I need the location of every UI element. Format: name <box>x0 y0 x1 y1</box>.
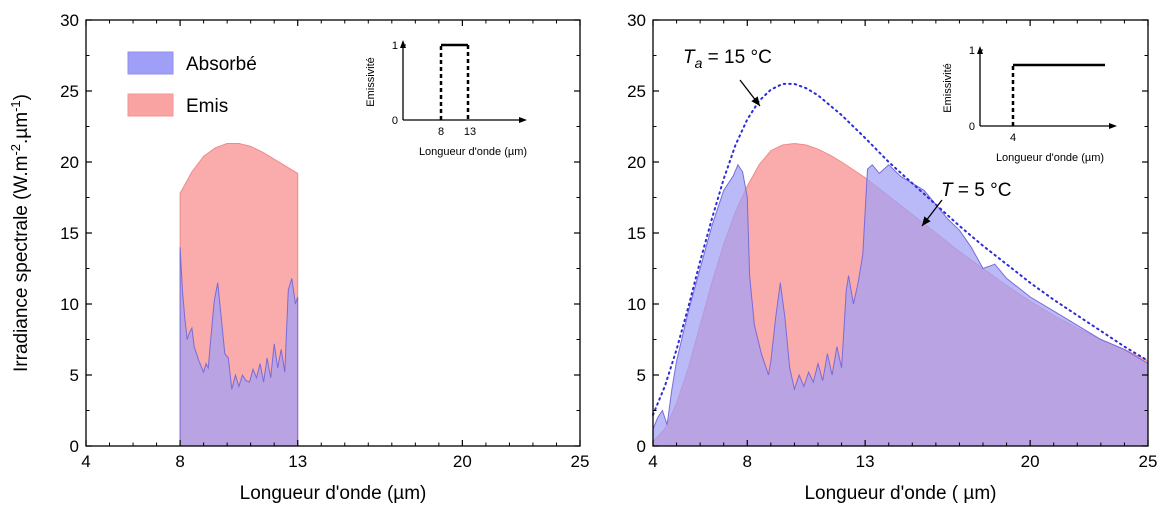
y-tick-label: 25 <box>627 82 646 101</box>
y-tick-label: 20 <box>60 153 79 172</box>
inset-x-tick-label: 4 <box>1010 132 1016 144</box>
annotation-symbol: T <box>683 47 696 68</box>
inset-y-label: Emissivité <box>942 63 954 113</box>
annotation-subscript: a <box>695 55 703 71</box>
plot-frame <box>85 19 581 447</box>
inset-x-arrow <box>1109 123 1117 129</box>
y-tick-label: 10 <box>60 295 79 314</box>
annotation-arrow-head <box>922 216 931 226</box>
x-tick-label: 4 <box>648 452 657 471</box>
inset-y-tick-label: 1 <box>392 40 398 52</box>
annotation-value: = 5 °C <box>953 180 1012 201</box>
y-tick-label: 10 <box>627 295 646 314</box>
series-line-ta <box>652 82 1149 416</box>
y-axis-label-part: .µm <box>11 112 32 144</box>
x-tick-label: 20 <box>1021 452 1040 471</box>
y-tick-label: 5 <box>70 366 79 385</box>
emissivity-inset: 0 1 Emissivité Longueur d'onde (µm) 8 13 <box>365 40 527 158</box>
y-tick-label: 5 <box>637 366 646 385</box>
x-tick-label: 13 <box>288 452 307 471</box>
y-tick-label: 0 <box>70 437 79 456</box>
inset-y-tick-label: 0 <box>969 121 975 133</box>
y-tick-label: 0 <box>637 437 646 456</box>
y-tick-label: 15 <box>627 224 646 243</box>
series-area-absorbe <box>652 163 1149 447</box>
annotation-ta: Ta = 15 °C <box>683 47 772 71</box>
x-tick-label: 25 <box>571 452 590 471</box>
annotation-arrow-head <box>751 96 760 106</box>
legend-swatch <box>127 93 174 117</box>
x-tick-label: 8 <box>175 452 184 471</box>
x-tick-label: 13 <box>856 452 875 471</box>
x-tick-label: 25 <box>1139 452 1158 471</box>
x-tick-label: 20 <box>453 452 472 471</box>
y-tick-label: 30 <box>60 11 79 30</box>
emissivity-inset: 0 1 Emissivité Longueur d'onde (µm) 4 <box>942 45 1117 164</box>
x-axis-label: Longueur d'onde ( µm) <box>804 483 996 504</box>
y-tick-label: 20 <box>627 153 646 172</box>
y-axis-label-part: -2 <box>8 144 23 156</box>
y-axis-label-part: -1 <box>8 100 23 112</box>
annotation-t: T = 5 °C <box>941 180 1011 201</box>
inset-x-tick-label: 8 <box>438 126 444 138</box>
inset-y-tick-label: 1 <box>969 45 975 57</box>
inset-y-tick-label: 0 <box>392 115 398 127</box>
y-axis-label: Irradiance spectrale (W.m-2.µm-1) <box>8 94 32 372</box>
x-tick-label: 4 <box>81 452 90 471</box>
inset-x-arrow <box>519 117 527 123</box>
x-axis-label: Longueur d'onde (µm) <box>240 483 427 504</box>
annotation-symbol: T <box>941 180 954 201</box>
inset-x-label: Longueur d'onde (µm) <box>996 152 1104 164</box>
inset-x-label: Longueur d'onde (µm) <box>419 146 527 158</box>
legend: Absorbé Emis <box>127 51 257 117</box>
annotation-value: = 15 °C <box>702 47 771 68</box>
inset-y-arrow <box>400 40 406 48</box>
y-tick-label: 25 <box>60 82 79 101</box>
y-tick-label: 15 <box>60 224 79 243</box>
y-axis-label-part: Irradiance spectrale (W.m <box>11 156 32 372</box>
series-area-absorbe <box>179 247 299 447</box>
legend-label: Emis <box>186 96 228 117</box>
legend-swatch <box>127 51 174 75</box>
y-axis-label-part: ) <box>11 94 32 100</box>
inset-y-label: Emissivité <box>365 57 377 107</box>
y-tick-label: 30 <box>627 11 646 30</box>
legend-label: Absorbé <box>186 54 257 75</box>
inset-x-tick-label: 13 <box>464 126 476 138</box>
x-tick-label: 8 <box>743 452 752 471</box>
